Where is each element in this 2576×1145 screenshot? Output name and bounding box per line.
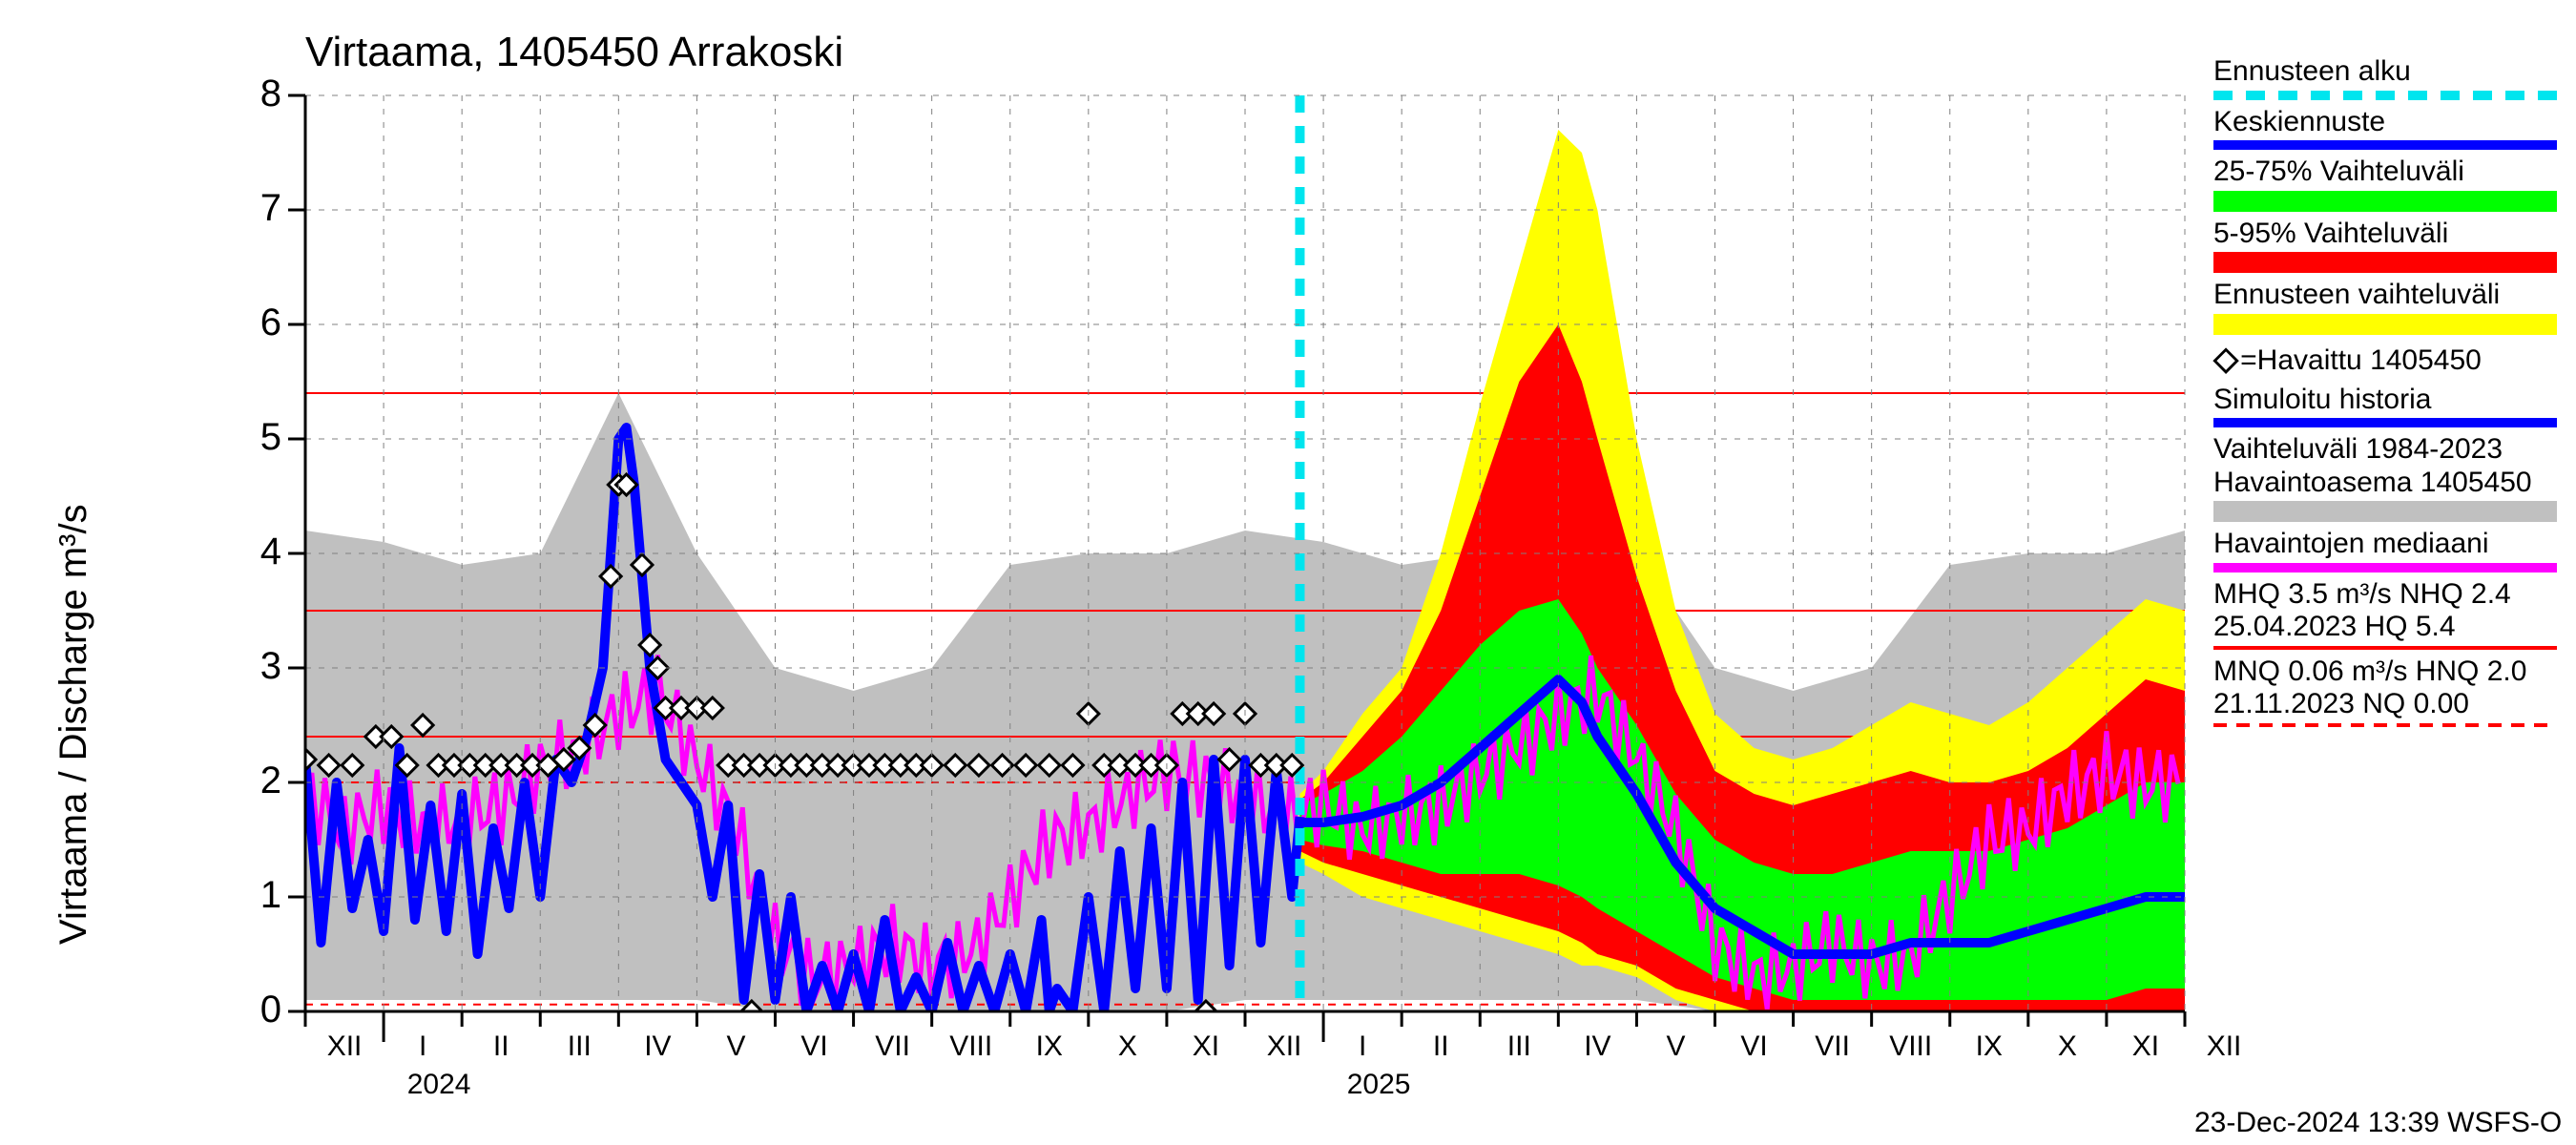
legend-label: Keskiennuste [2213,106,2557,139]
y-tick: 4 [229,531,281,573]
footer-timestamp: 23-Dec-2024 13:39 WSFS-O [2194,1107,2562,1139]
x-tick-month: IV [1584,1030,1610,1063]
discharge-forecast-chart: Virtaama, 1405450 Arrakoski Virtaama / D… [0,0,2576,1145]
legend-item: Keskiennuste [2213,106,2557,151]
legend-label: Havaintojen mediaani [2213,528,2557,561]
x-tick-month: VIII [1889,1030,1932,1063]
legend-swatch [2213,314,2557,335]
legend-label: 25-75% Vaihteluväli [2213,156,2557,189]
legend-rule [2213,646,2557,650]
plot-svg [0,0,2576,1145]
legend-item: 25-75% Vaihteluväli [2213,156,2557,212]
legend-swatch [2213,191,2557,212]
x-tick-month: IV [644,1030,671,1063]
x-tick-month: II [493,1030,509,1063]
legend-swatch [2213,252,2557,273]
legend-label: Ennusteen vaihteluväli [2213,279,2557,312]
legend-label: Simuloitu historia [2213,384,2557,417]
legend-stat: MHQ 3.5 m³/s NHQ 2.425.04.2023 HQ 5.4 [2213,578,2557,650]
x-tick-month: I [1359,1030,1366,1063]
x-year-label: 2025 [1347,1069,1411,1101]
legend-label: 5-95% Vaihteluväli [2213,218,2557,251]
x-tick-month: VI [1740,1030,1767,1063]
y-tick: 1 [229,874,281,917]
x-tick-month: V [726,1030,745,1063]
legend-item: Vaihteluväli 1984-2023 Havaintoasema 140… [2213,433,2557,522]
y-tick: 6 [229,302,281,344]
x-tick-month: XI [2132,1030,2159,1063]
legend-stat-line: 25.04.2023 HQ 5.4 [2213,611,2557,644]
legend-stat: MNQ 0.06 m³/s HNQ 2.021.11.2023 NQ 0.00 [2213,656,2557,727]
x-tick-month: XII [327,1030,363,1063]
x-tick-month: XII [1267,1030,1302,1063]
x-tick-month: IX [1036,1030,1063,1063]
legend-item: Ennusteen alku [2213,55,2557,100]
legend-swatch [2213,501,2557,522]
x-tick-month: IX [1976,1030,2003,1063]
legend-swatch [2213,140,2557,150]
legend-stat-line: 21.11.2023 NQ 0.00 [2213,688,2557,721]
legend-swatch [2213,418,2557,427]
x-tick-month: VI [800,1030,827,1063]
x-year-label: 2024 [407,1069,471,1101]
legend-label: Ennusteen alku [2213,55,2557,89]
y-tick: 5 [229,416,281,459]
legend-item: Simuloitu historia [2213,384,2557,428]
legend-swatch [2213,91,2557,100]
diamond-marker-icon: ◇ [2213,341,2238,377]
legend-item: ◇=Havaittu 1405450 [2213,341,2557,378]
x-tick-month: XII [2207,1030,2242,1063]
x-tick-month: III [568,1030,592,1063]
y-tick: 0 [229,989,281,1031]
legend-swatch [2213,563,2557,572]
x-tick-month: VII [1815,1030,1850,1063]
x-tick-month: II [1433,1030,1449,1063]
legend-item: Ennusteen vaihteluväli [2213,279,2557,335]
legend-rule [2213,723,2557,727]
legend-stat-line: MHQ 3.5 m³/s NHQ 2.4 [2213,578,2557,612]
legend-item: 5-95% Vaihteluväli [2213,218,2557,274]
y-tick: 8 [229,73,281,115]
y-tick: 7 [229,187,281,230]
x-tick-month: XI [1193,1030,1219,1063]
x-tick-month: V [1666,1030,1685,1063]
x-tick-month: I [419,1030,426,1063]
x-tick-month: X [1118,1030,1137,1063]
x-tick-month: VII [875,1030,910,1063]
legend-label: ◇=Havaittu 1405450 [2213,341,2557,378]
y-tick: 2 [229,760,281,802]
y-tick: 3 [229,645,281,688]
legend-stat-line: MNQ 0.06 m³/s HNQ 2.0 [2213,656,2557,689]
x-tick-month: VIII [949,1030,992,1063]
legend-label: Vaihteluväli 1984-2023 Havaintoasema 140… [2213,433,2557,499]
legend: Ennusteen alku Keskiennuste 25-75% Vaihtel… [2213,55,2557,733]
legend-item: Havaintojen mediaani [2213,528,2557,572]
x-tick-month: III [1507,1030,1531,1063]
x-tick-month: X [2058,1030,2077,1063]
